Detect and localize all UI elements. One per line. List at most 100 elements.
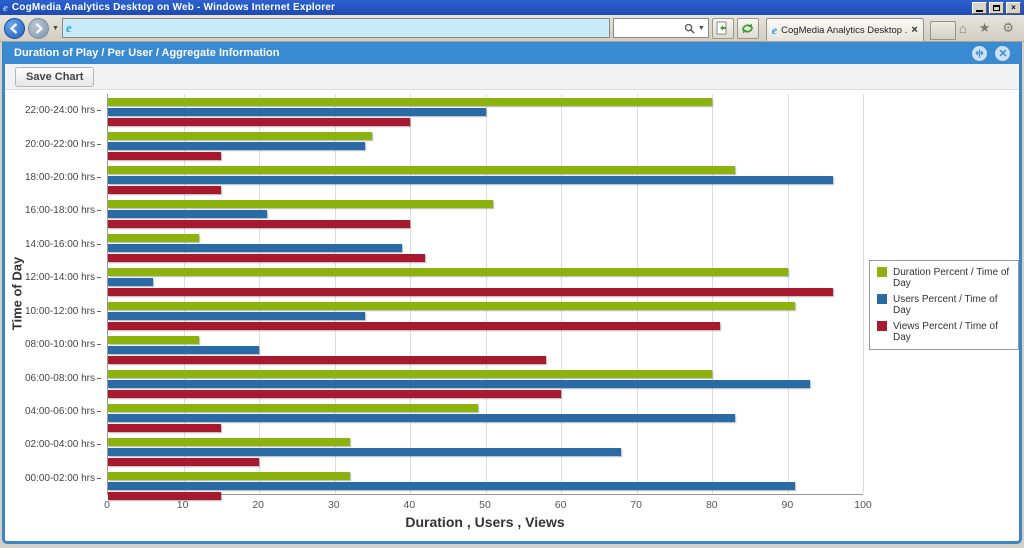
bar-group	[108, 366, 863, 400]
favorites-star-icon[interactable]: ★	[978, 20, 991, 35]
bar[interactable]	[108, 458, 259, 466]
bar[interactable]	[108, 356, 546, 364]
bar[interactable]	[108, 472, 350, 480]
x-tick-label: 60	[554, 499, 567, 511]
panel-close-icon	[998, 49, 1007, 57]
address-bar[interactable]: e	[61, 18, 610, 38]
plot-area	[107, 94, 864, 500]
search-dropdown-icon[interactable]: ▼	[697, 24, 705, 32]
new-tab-button[interactable]	[929, 21, 956, 40]
x-axis-title: Duration , Users , Views	[405, 514, 565, 530]
bar[interactable]	[108, 336, 199, 344]
page-favicon: e	[65, 20, 72, 35]
x-axis-ticks: 0 10 20 30 40 50 60 70 80 90 100	[104, 499, 872, 511]
legend-label: Views Percent / Time of Day	[893, 321, 998, 343]
bar[interactable]	[108, 424, 222, 432]
bar[interactable]	[108, 438, 350, 446]
bar[interactable]	[108, 448, 622, 456]
x-tick-label: 20	[252, 499, 265, 511]
bar-group	[108, 332, 863, 366]
browser-tab[interactable]: e CogMedia Analytics Desktop ... ×	[765, 18, 924, 41]
bar[interactable]	[108, 268, 788, 276]
bar[interactable]	[108, 312, 365, 320]
tick-mark	[97, 210, 101, 212]
chart-toolbar: Save Chart	[5, 64, 1019, 90]
bar[interactable]	[108, 278, 154, 286]
bar[interactable]	[108, 118, 410, 126]
panel-close-button[interactable]	[995, 45, 1010, 61]
tab-title: CogMedia Analytics Desktop ...	[781, 24, 908, 36]
bar[interactable]	[108, 132, 373, 140]
ie-logo-icon: e	[3, 1, 8, 14]
bar[interactable]	[108, 176, 833, 184]
bar[interactable]	[108, 254, 426, 262]
restore-button[interactable]	[989, 1, 1004, 14]
bar[interactable]	[108, 302, 796, 310]
bar[interactable]	[108, 404, 478, 412]
forward-arrow-icon	[35, 22, 44, 34]
bar[interactable]	[108, 380, 811, 388]
bar-group	[108, 400, 863, 434]
bar[interactable]	[108, 210, 267, 218]
bar[interactable]	[108, 414, 735, 422]
bar[interactable]	[108, 346, 259, 354]
search-input[interactable]: ▼	[612, 18, 709, 38]
search-icon	[684, 23, 695, 34]
bar[interactable]	[108, 244, 403, 252]
close-button[interactable]: ×	[1006, 1, 1021, 14]
home-icon[interactable]: ⌂	[958, 20, 967, 36]
category-label: 22:00-24:00 hrs	[5, 94, 101, 127]
category-label: 16:00-18:00 hrs	[5, 194, 101, 227]
expand-icon	[975, 49, 984, 57]
bar[interactable]	[108, 200, 494, 208]
category-label: 08:00-10:00 hrs	[5, 328, 101, 361]
bar-group	[108, 230, 863, 264]
save-chart-button[interactable]: Save Chart	[15, 66, 95, 87]
chart-legend: Duration Percent / Time of Day Users Perc…	[869, 260, 1019, 350]
x-tick-label: 10	[176, 499, 189, 511]
category-label: 00:00-02:00 hrs	[5, 462, 101, 495]
x-tick-label: 100	[854, 499, 872, 511]
forward-button[interactable]	[28, 17, 49, 39]
bar[interactable]	[108, 186, 222, 194]
compatibility-view-button[interactable]	[711, 17, 734, 39]
bar[interactable]	[108, 370, 712, 378]
minimize-button[interactable]	[972, 1, 987, 14]
bar[interactable]	[108, 390, 561, 398]
bar[interactable]	[108, 234, 199, 242]
expand-button[interactable]	[972, 45, 987, 61]
history-dropdown[interactable]: ▼	[52, 24, 59, 32]
refresh-button[interactable]	[736, 17, 759, 39]
bar[interactable]	[108, 166, 735, 174]
bar[interactable]	[108, 322, 720, 330]
x-tick-label: 80	[705, 499, 718, 511]
bar[interactable]	[108, 492, 222, 500]
tick-mark	[97, 143, 101, 145]
category-label: 18:00-20:00 hrs	[5, 161, 101, 194]
bar[interactable]	[108, 142, 365, 150]
minimize-icon	[976, 9, 983, 12]
tick-mark	[97, 243, 101, 245]
category-label: 20:00-22:00 hrs	[5, 127, 101, 160]
tools-gear-icon[interactable]: ⚙	[1002, 20, 1014, 35]
bar[interactable]	[108, 288, 833, 296]
bar[interactable]	[108, 152, 222, 160]
page-title: Duration of Play / Per User / Aggregate …	[14, 47, 280, 59]
category-label: 14:00-16:00 hrs	[5, 228, 101, 261]
tick-mark	[97, 411, 101, 412]
y-axis-labels: 22:00-24:00 hrs 20:00-22:00 hrs 18:00-20:0…	[5, 94, 101, 495]
bar[interactable]	[108, 108, 486, 116]
tick-mark	[97, 110, 101, 112]
bar[interactable]	[108, 220, 410, 228]
legend-item: Users Percent / Time of Day	[877, 294, 1011, 316]
tab-close-icon[interactable]: ×	[911, 24, 918, 36]
x-tick-label: 90	[781, 499, 794, 511]
bar[interactable]	[108, 482, 796, 490]
legend-swatch	[877, 321, 887, 331]
category-label: 06:00-08:00 hrs	[5, 361, 101, 394]
x-tick-label: 50	[479, 499, 491, 511]
tab-favicon: e	[771, 22, 778, 37]
bar[interactable]	[108, 98, 712, 106]
back-button[interactable]	[4, 17, 25, 39]
bar-group	[108, 468, 863, 502]
